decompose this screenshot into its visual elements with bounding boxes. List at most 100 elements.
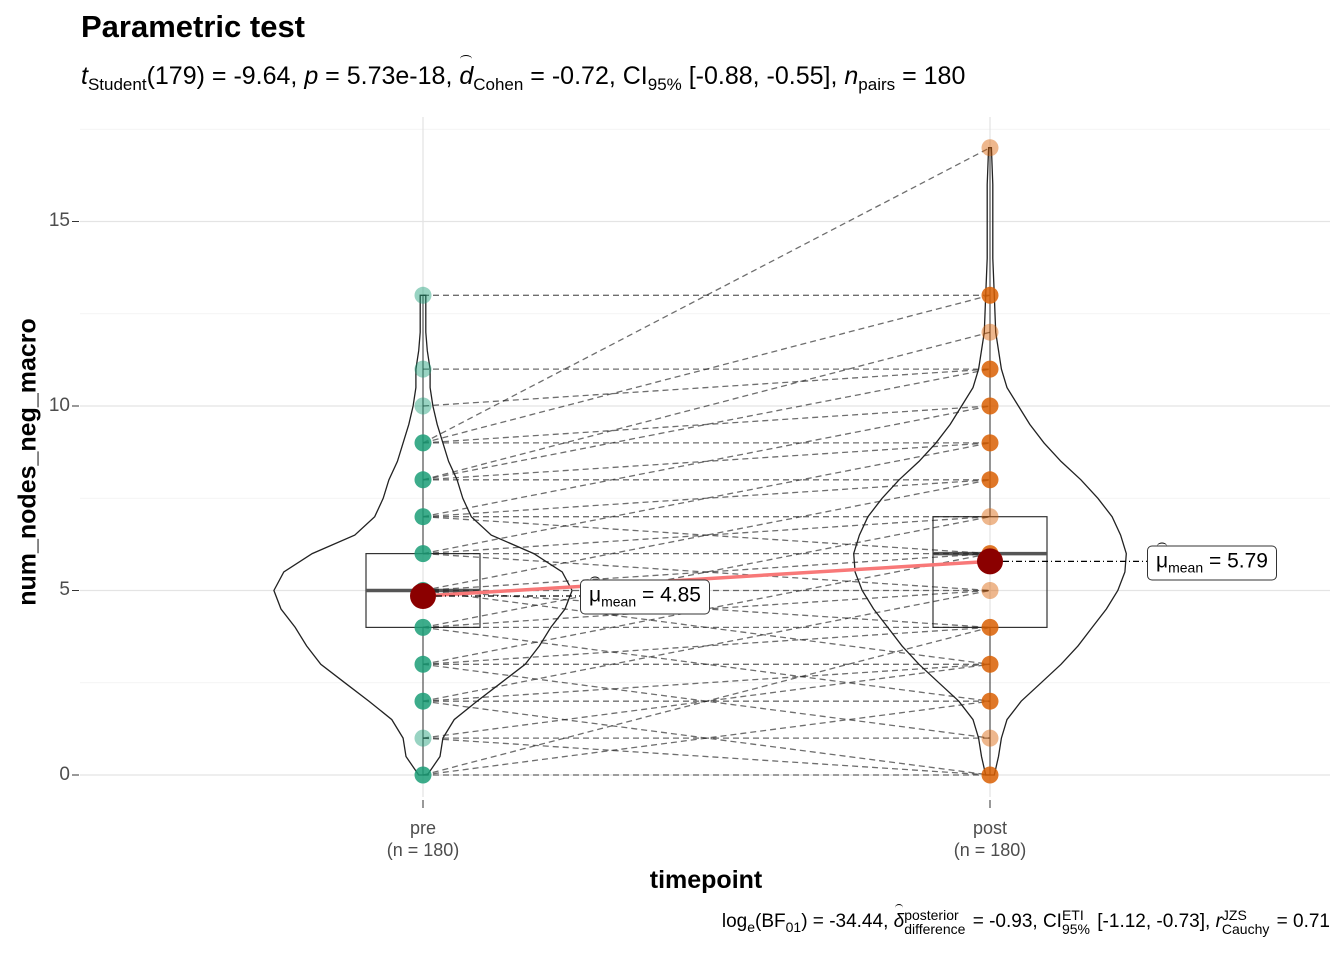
data-point-pre	[414, 471, 432, 489]
mean-label-sym: μ	[1156, 542, 1169, 573]
caption-ci-sub: 95%	[1061, 921, 1090, 937]
y-tick-label: 10	[48, 395, 70, 416]
x-tick-pre: pre (n = 180)	[387, 817, 460, 861]
caption-r-sym: r	[1215, 911, 1222, 933]
mean-point-pre	[410, 583, 436, 610]
paired-line	[422, 147, 991, 444]
data-point-post	[981, 729, 999, 747]
data-point-post	[981, 618, 999, 636]
data-point-post	[981, 139, 999, 157]
paired-line	[422, 516, 991, 629]
x-tick-label: pre	[409, 818, 437, 838]
mean-label-val: 5.79	[1227, 549, 1268, 573]
y-axis-label: num_nodes_neg_macro	[13, 318, 42, 606]
data-point-post	[981, 323, 999, 341]
mean-label-val: 4.85	[660, 583, 701, 607]
mean-point-post	[977, 548, 1003, 575]
x-tick-label: post	[972, 818, 1008, 838]
caption-ci-label: CI	[1042, 911, 1062, 933]
data-point-pre	[414, 397, 432, 415]
caption-r-sup: JZS	[1221, 907, 1247, 923]
data-point-pre	[414, 434, 432, 452]
caption-delta-sup: posterior	[904, 907, 959, 923]
paired-line	[422, 405, 991, 518]
paired-line	[422, 589, 991, 702]
data-point-post	[981, 655, 999, 673]
paired-line	[422, 552, 991, 665]
x-tick-post: post (n = 180)	[954, 817, 1027, 861]
paired-line	[422, 479, 991, 592]
data-point-pre	[414, 286, 432, 304]
x-tick-n-label: (n = 180)	[953, 840, 1027, 860]
subtitle-stat: t	[81, 62, 88, 90]
x-tick-n-label: (n = 180)	[386, 840, 460, 860]
y-tick-label: 0	[59, 764, 70, 785]
paired-line	[422, 626, 991, 665]
subtitle-n-val: 180	[923, 62, 966, 90]
subtitle-stat-sub: Student	[87, 75, 147, 94]
caption-r-stack: JZS Cauchy	[1222, 908, 1269, 936]
y-tick-label: 15	[48, 210, 70, 231]
subtitle-p-sym: p	[304, 62, 319, 90]
paired-line	[422, 368, 991, 481]
mean-label-sub: mean	[1168, 559, 1204, 576]
subtitle-ci-val: [-0.88, -0.55]	[688, 62, 831, 90]
caption-r-sub: Cauchy	[1221, 921, 1270, 937]
caption-ci-stack: ETI 95%	[1062, 908, 1090, 936]
data-point-post	[981, 360, 999, 378]
paired-line	[422, 405, 991, 444]
data-point-pre	[414, 360, 432, 378]
paired-line	[422, 626, 991, 702]
caption-delta-sym: δ	[893, 904, 905, 933]
data-point-pre	[414, 545, 432, 563]
y-tick-label: 5	[59, 579, 70, 600]
caption-delta-stack: posterior difference	[904, 908, 965, 936]
caption-bf-sub: 01	[785, 919, 802, 936]
paired-line	[422, 700, 991, 776]
caption-r-val: 0.71	[1293, 911, 1330, 933]
x-axis-label: timepoint	[649, 866, 763, 894]
paired-line	[422, 368, 991, 407]
paired-line	[422, 552, 991, 592]
subtitle-p-val: 5.73e-18	[346, 62, 446, 90]
data-point-post	[981, 434, 999, 452]
data-point-pre	[414, 729, 432, 747]
data-point-pre	[414, 692, 432, 710]
chart-subtitle: tStudent(179) = -9.64, p = 5.73e-18, dCo…	[81, 55, 966, 94]
data-point-pre	[414, 655, 432, 673]
caption-delta-sub: difference	[904, 921, 966, 937]
data-point-post	[981, 471, 999, 489]
caption-delta-val: -0.93	[989, 911, 1033, 933]
subtitle-n-sym: n	[844, 62, 859, 90]
subtitle-n-sub: pairs	[858, 75, 896, 94]
paired-line	[422, 663, 991, 739]
paired-line	[422, 589, 991, 665]
data-point-pre	[414, 618, 432, 636]
subtitle-es-sym: d	[459, 55, 474, 90]
mean-label-sub: mean	[601, 593, 637, 610]
paired-line	[422, 331, 991, 481]
chart-caption: loge(BF01) = -34.44, δposterior differenc…	[721, 904, 1330, 937]
data-point-pre	[414, 508, 432, 526]
data-point-pre	[414, 766, 432, 784]
subtitle-df: (179)	[146, 62, 205, 90]
paired-line	[422, 663, 991, 702]
data-point-post	[981, 286, 999, 304]
caption-ci-val: [-1.12, -0.73]	[1097, 911, 1205, 933]
subtitle-es-val: -0.72	[551, 62, 609, 90]
mean-connector-line	[422, 559, 991, 598]
subtitle-ci-label: CI	[622, 62, 648, 90]
data-point-post	[981, 397, 999, 415]
caption-bf: (BF	[755, 911, 786, 933]
paired-line	[422, 737, 991, 776]
paired-line	[422, 479, 991, 518]
mean-label-sym: μ	[589, 576, 602, 607]
caption-bf-val: -34.44	[829, 911, 884, 933]
caption-log: log	[721, 911, 748, 933]
chart-title: Parametric test	[81, 9, 306, 44]
subtitle-es-sub: Cohen	[473, 75, 524, 94]
paired-line	[422, 516, 991, 555]
mean-label-pre: μmean = 4.85	[580, 576, 710, 615]
data-point-post	[981, 766, 999, 784]
